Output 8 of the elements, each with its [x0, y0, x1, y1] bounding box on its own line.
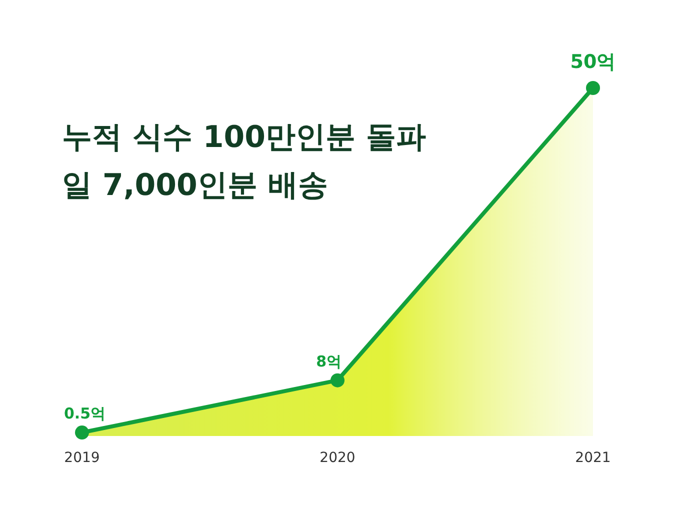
data-label: 50억: [570, 51, 616, 73]
data-label: 8억: [316, 352, 342, 370]
text: 누적 식수 100만인분 돌파: [62, 120, 426, 155]
data-label: 0.5억: [64, 404, 106, 423]
text: 일 7,000인분 배송: [62, 168, 328, 203]
x-tick-label: 2020: [320, 450, 356, 466]
x-tick-label: 2021: [575, 450, 611, 466]
x-tick-label: 2019: [64, 450, 100, 466]
